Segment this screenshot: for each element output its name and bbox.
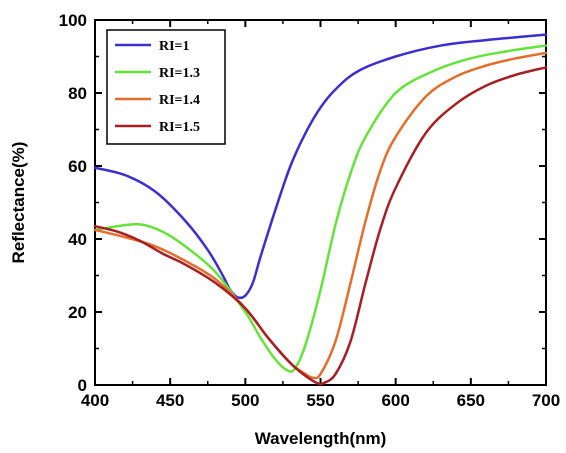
legend-label-4: RI=1.5	[159, 120, 200, 135]
legend-label-3: RI=1.4	[159, 93, 200, 108]
x-tick-label: 650	[457, 391, 485, 410]
x-tick-label: 600	[381, 391, 409, 410]
series-line-1	[93, 33, 548, 300]
y-tick-label: 40	[68, 230, 87, 249]
legend-label-1: RI=1	[159, 39, 190, 54]
x-tick-label: 700	[532, 391, 560, 410]
x-tick-label: 400	[81, 391, 109, 410]
y-tick-label: 80	[68, 84, 87, 103]
x-tick-label: 500	[231, 391, 259, 410]
x-axis-title: Wavelength(nm)	[255, 429, 387, 448]
legend: RI=1 RI=1.3 RI=1.4 RI=1.5	[106, 29, 226, 145]
x-tick-label: 450	[156, 391, 184, 410]
y-tick-label: 0	[78, 376, 87, 395]
x-tick-label: 550	[306, 391, 334, 410]
y-axis-title: Reflectance(%)	[9, 142, 28, 264]
series-line-4	[93, 66, 548, 386]
series-lines	[93, 33, 548, 386]
series-line-3	[93, 51, 548, 380]
legend-label-2: RI=1.3	[159, 66, 200, 81]
y-tick-label: 100	[59, 11, 87, 30]
y-tick-label: 60	[68, 157, 87, 176]
y-tick-label: 20	[68, 303, 87, 322]
